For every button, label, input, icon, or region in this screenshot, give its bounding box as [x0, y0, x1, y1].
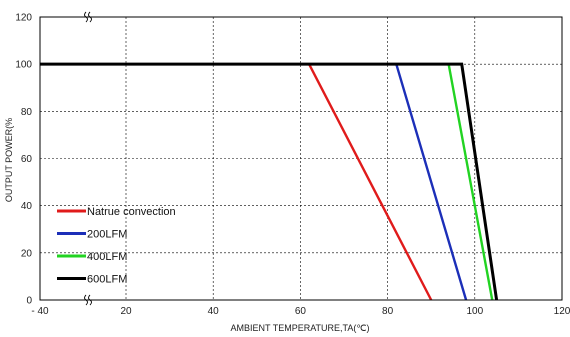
- x-axis-label: AMBIENT TEMPERATURE,TA(℃): [231, 323, 370, 333]
- y-tick-label: 120: [15, 13, 32, 24]
- x-tick-label: - 40: [31, 306, 49, 317]
- y-axis-label: OUTPUT POWER(%: [4, 118, 14, 202]
- x-tick-label: 120: [554, 306, 570, 317]
- y-tick-label: 0: [26, 296, 32, 307]
- x-tick-label: 60: [295, 306, 307, 317]
- x-tick-label: 100: [466, 306, 483, 317]
- y-tick-label: 20: [21, 248, 33, 259]
- legend-label: Natrue convection: [87, 206, 176, 218]
- series-line-4: [40, 62, 499, 301]
- y-tick-label: 100: [15, 60, 32, 71]
- legend-label: 600LFM: [87, 274, 127, 286]
- tick-labels: 0 20 40 60 80 100 120 - 40 20 40 60 80 100 120: [15, 13, 570, 318]
- y-tick-label: 40: [21, 201, 33, 212]
- x-tick-label: 40: [208, 306, 220, 317]
- x-tick-label: 80: [382, 306, 394, 317]
- x-tick-label: 20: [120, 306, 132, 317]
- legend-label: 200LFM: [87, 229, 127, 241]
- plot-frame: [39, 16, 563, 301]
- y-tick-label: 80: [21, 107, 33, 118]
- legend-label: 400LFM: [87, 251, 127, 263]
- legend: Natrue convection 200LFM 400LFM 600LFM: [57, 206, 176, 286]
- y-tick-label: 60: [21, 154, 33, 165]
- series-layer: [40, 62, 499, 301]
